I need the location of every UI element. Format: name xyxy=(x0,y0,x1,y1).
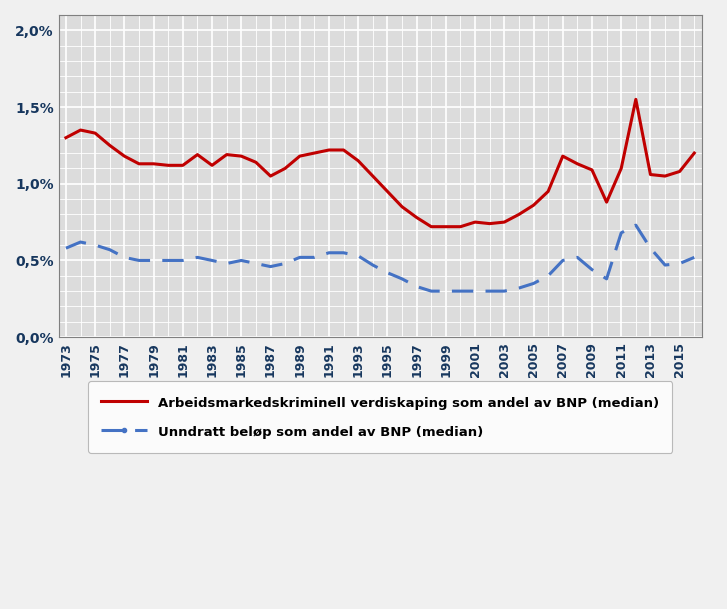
Line: Arbeidsmarkedskriminell verdiskaping som andel av BNP (median): Arbeidsmarkedskriminell verdiskaping som… xyxy=(66,99,694,227)
Arbeidsmarkedskriminell verdiskaping som andel av BNP (median) xyxy=(500,219,509,226)
Unndratt beløp som andel av BNP (median) xyxy=(661,261,670,269)
Arbeidsmarkedskriminell verdiskaping som andel av BNP (median) xyxy=(222,151,231,158)
Arbeidsmarkedskriminell verdiskaping som andel av BNP (median) xyxy=(646,171,655,178)
Arbeidsmarkedskriminell verdiskaping som andel av BNP (median) xyxy=(340,146,348,153)
Unndratt beløp som andel av BNP (median) xyxy=(281,260,289,267)
Arbeidsmarkedskriminell verdiskaping som andel av BNP (median) xyxy=(91,130,100,137)
Unndratt beløp som andel av BNP (median) xyxy=(340,249,348,256)
Arbeidsmarkedskriminell verdiskaping som andel av BNP (median) xyxy=(281,165,289,172)
Arbeidsmarkedskriminell verdiskaping som andel av BNP (median) xyxy=(515,211,523,218)
Arbeidsmarkedskriminell verdiskaping som andel av BNP (median) xyxy=(427,223,435,230)
Arbeidsmarkedskriminell verdiskaping som andel av BNP (median) xyxy=(587,166,596,174)
Unndratt beløp som andel av BNP (median) xyxy=(120,254,129,261)
Unndratt beløp som andel av BNP (median) xyxy=(529,280,538,287)
Unndratt beløp som andel av BNP (median) xyxy=(164,257,172,264)
Unndratt beløp som andel av BNP (median) xyxy=(412,283,421,290)
Unndratt beløp som andel av BNP (median) xyxy=(456,287,465,295)
Arbeidsmarkedskriminell verdiskaping som andel av BNP (median) xyxy=(573,160,582,167)
Arbeidsmarkedskriminell verdiskaping som andel av BNP (median) xyxy=(661,172,670,180)
Unndratt beløp som andel av BNP (median) xyxy=(310,254,318,261)
Unndratt beløp som andel av BNP (median) xyxy=(675,260,684,267)
Arbeidsmarkedskriminell verdiskaping som andel av BNP (median) xyxy=(456,223,465,230)
Unndratt beløp som andel av BNP (median) xyxy=(149,257,158,264)
Unndratt beløp som andel av BNP (median) xyxy=(470,287,479,295)
Arbeidsmarkedskriminell verdiskaping som andel av BNP (median) xyxy=(470,219,479,226)
Unndratt beløp som andel av BNP (median) xyxy=(616,229,625,236)
Arbeidsmarkedskriminell verdiskaping som andel av BNP (median) xyxy=(295,152,304,160)
Unndratt beløp som andel av BNP (median) xyxy=(91,241,100,248)
Unndratt beløp som andel av BNP (median) xyxy=(515,284,523,292)
Unndratt beløp som andel av BNP (median) xyxy=(690,254,699,261)
Arbeidsmarkedskriminell verdiskaping som andel av BNP (median) xyxy=(369,172,377,180)
Unndratt beløp som andel av BNP (median) xyxy=(558,257,567,264)
Arbeidsmarkedskriminell verdiskaping som andel av BNP (median) xyxy=(529,202,538,209)
Arbeidsmarkedskriminell verdiskaping som andel av BNP (median) xyxy=(441,223,450,230)
Unndratt beløp som andel av BNP (median) xyxy=(62,245,71,252)
Unndratt beløp som andel av BNP (median) xyxy=(237,257,246,264)
Unndratt beløp som andel av BNP (median) xyxy=(222,260,231,267)
Arbeidsmarkedskriminell verdiskaping som andel av BNP (median) xyxy=(675,168,684,175)
Arbeidsmarkedskriminell verdiskaping som andel av BNP (median) xyxy=(602,199,611,206)
Arbeidsmarkedskriminell verdiskaping som andel av BNP (median) xyxy=(558,152,567,160)
Unndratt beløp som andel av BNP (median) xyxy=(324,249,333,256)
Arbeidsmarkedskriminell verdiskaping som andel av BNP (median) xyxy=(354,157,363,164)
Arbeidsmarkedskriminell verdiskaping som andel av BNP (median) xyxy=(62,134,71,141)
Arbeidsmarkedskriminell verdiskaping som andel av BNP (median) xyxy=(544,188,553,195)
Arbeidsmarkedskriminell verdiskaping som andel av BNP (median) xyxy=(252,158,260,166)
Unndratt beløp som andel av BNP (median) xyxy=(544,272,553,280)
Unndratt beløp som andel av BNP (median) xyxy=(134,257,143,264)
Arbeidsmarkedskriminell verdiskaping som andel av BNP (median) xyxy=(178,161,187,169)
Arbeidsmarkedskriminell verdiskaping som andel av BNP (median) xyxy=(412,214,421,221)
Unndratt beløp som andel av BNP (median) xyxy=(252,260,260,267)
Unndratt beløp som andel av BNP (median) xyxy=(427,287,435,295)
Arbeidsmarkedskriminell verdiskaping som andel av BNP (median) xyxy=(310,149,318,157)
Unndratt beløp som andel av BNP (median) xyxy=(632,222,640,229)
Unndratt beløp som andel av BNP (median) xyxy=(76,238,85,245)
Unndratt beløp som andel av BNP (median) xyxy=(500,287,509,295)
Arbeidsmarkedskriminell verdiskaping som andel av BNP (median) xyxy=(486,220,494,227)
Arbeidsmarkedskriminell verdiskaping som andel av BNP (median) xyxy=(398,203,406,210)
Arbeidsmarkedskriminell verdiskaping som andel av BNP (median) xyxy=(690,149,699,157)
Unndratt beløp som andel av BNP (median) xyxy=(178,257,187,264)
Arbeidsmarkedskriminell verdiskaping som andel av BNP (median) xyxy=(193,151,202,158)
Unndratt beløp som andel av BNP (median) xyxy=(398,275,406,283)
Unndratt beløp som andel av BNP (median) xyxy=(193,254,202,261)
Arbeidsmarkedskriminell verdiskaping som andel av BNP (median) xyxy=(383,188,392,195)
Unndratt beløp som andel av BNP (median) xyxy=(441,287,450,295)
Arbeidsmarkedskriminell verdiskaping som andel av BNP (median) xyxy=(120,152,129,160)
Arbeidsmarkedskriminell verdiskaping som andel av BNP (median) xyxy=(134,160,143,167)
Unndratt beløp som andel av BNP (median) xyxy=(354,252,363,259)
Unndratt beløp som andel av BNP (median) xyxy=(383,269,392,276)
Arbeidsmarkedskriminell verdiskaping som andel av BNP (median) xyxy=(105,142,114,149)
Arbeidsmarkedskriminell verdiskaping som andel av BNP (median) xyxy=(266,172,275,180)
Unndratt beløp som andel av BNP (median) xyxy=(602,275,611,283)
Unndratt beløp som andel av BNP (median) xyxy=(295,254,304,261)
Line: Unndratt beløp som andel av BNP (median): Unndratt beløp som andel av BNP (median) xyxy=(66,225,694,291)
Arbeidsmarkedskriminell verdiskaping som andel av BNP (median) xyxy=(149,160,158,167)
Legend: Arbeidsmarkedskriminell verdiskaping som andel av BNP (median), Unndratt beløp s: Arbeidsmarkedskriminell verdiskaping som… xyxy=(88,381,672,453)
Unndratt beløp som andel av BNP (median) xyxy=(587,266,596,273)
Unndratt beløp som andel av BNP (median) xyxy=(208,257,217,264)
Unndratt beløp som andel av BNP (median) xyxy=(573,254,582,261)
Arbeidsmarkedskriminell verdiskaping som andel av BNP (median) xyxy=(632,96,640,103)
Unndratt beløp som andel av BNP (median) xyxy=(105,246,114,253)
Arbeidsmarkedskriminell verdiskaping som andel av BNP (median) xyxy=(76,127,85,134)
Arbeidsmarkedskriminell verdiskaping som andel av BNP (median) xyxy=(237,152,246,160)
Unndratt beløp som andel av BNP (median) xyxy=(486,287,494,295)
Arbeidsmarkedskriminell verdiskaping som andel av BNP (median) xyxy=(208,161,217,169)
Arbeidsmarkedskriminell verdiskaping som andel av BNP (median) xyxy=(616,165,625,172)
Unndratt beløp som andel av BNP (median) xyxy=(369,261,377,269)
Unndratt beløp som andel av BNP (median) xyxy=(266,263,275,270)
Arbeidsmarkedskriminell verdiskaping som andel av BNP (median) xyxy=(324,146,333,153)
Arbeidsmarkedskriminell verdiskaping som andel av BNP (median) xyxy=(164,161,172,169)
Unndratt beløp som andel av BNP (median) xyxy=(646,245,655,252)
